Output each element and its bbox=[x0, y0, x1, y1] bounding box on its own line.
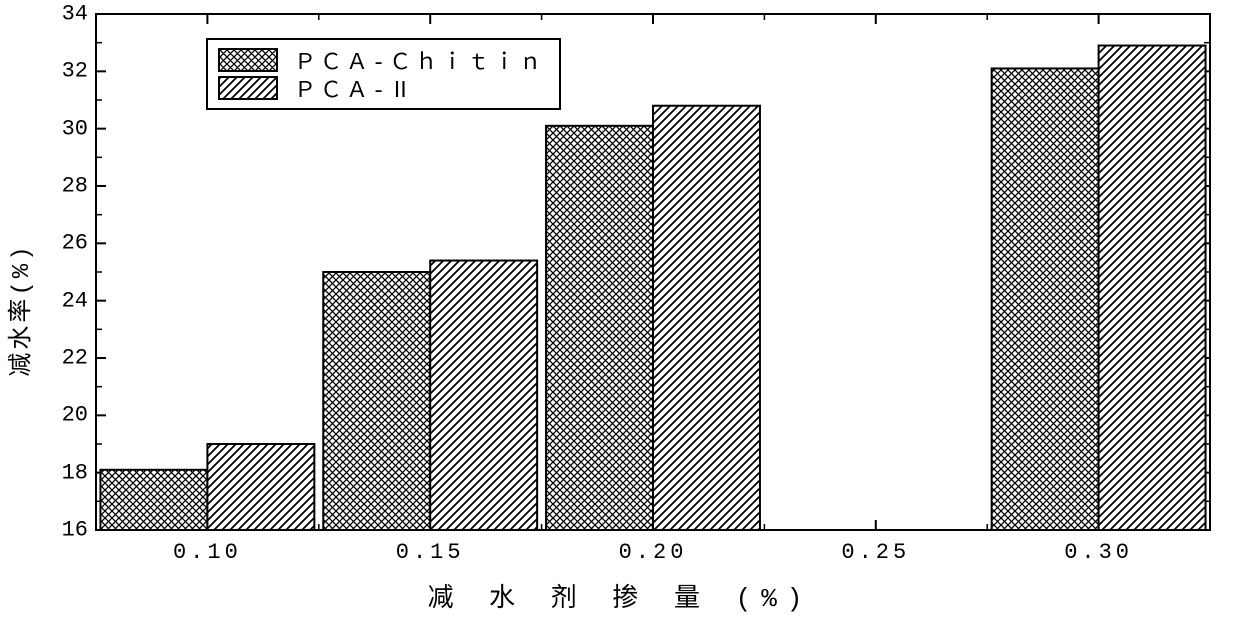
legend-item-pca-chitin: ＰＣＡ-Ｃｈｉｔｉｎ bbox=[218, 46, 545, 74]
legend-item-pca-ii: ＰＣＡ-Ⅱ bbox=[218, 74, 545, 102]
y-tick-label: 34 bbox=[62, 2, 88, 27]
x-tick-label: 0.25 bbox=[841, 540, 910, 565]
bar-pca- bbox=[1099, 46, 1206, 530]
y-tick-label: 30 bbox=[62, 116, 88, 141]
x-tick-label: 0.20 bbox=[619, 540, 688, 565]
legend-label: ＰＣＡ-Ⅱ bbox=[294, 72, 415, 104]
bar-pca- bbox=[430, 261, 537, 530]
figure: 减水率(%) 减 水 剂 掺 量 (%) 16 18 20 22 24 26 28 30 32 3… bbox=[0, 0, 1240, 620]
bar-pca-chitin bbox=[100, 470, 207, 530]
y-tick-label: 32 bbox=[62, 59, 88, 84]
chart-svg bbox=[0, 0, 1240, 620]
y-tick-label: 20 bbox=[62, 403, 88, 428]
x-tick-label: 0.15 bbox=[396, 540, 465, 565]
y-tick-label: 24 bbox=[62, 288, 88, 313]
legend-swatch-diagonal bbox=[218, 76, 278, 100]
y-tick-label: 22 bbox=[62, 346, 88, 371]
x-tick-label: 0.10 bbox=[173, 540, 242, 565]
bar-pca-chitin bbox=[323, 272, 430, 530]
legend-swatch-crosshatch bbox=[218, 48, 278, 72]
y-tick-label: 16 bbox=[62, 518, 88, 543]
legend: ＰＣＡ-Ｃｈｉｔｉｎ ＰＣＡ-Ⅱ bbox=[206, 38, 561, 110]
y-tick-label: 26 bbox=[62, 231, 88, 256]
y-axis-title: 减水率(%) bbox=[0, 243, 36, 376]
y-tick-label: 28 bbox=[62, 174, 88, 199]
bar-pca-chitin bbox=[992, 68, 1099, 530]
x-axis-title: 减 水 剂 掺 量 (%) bbox=[0, 577, 1240, 614]
bar-pca-chitin bbox=[546, 126, 653, 530]
bar-pca- bbox=[207, 444, 314, 530]
bar-pca- bbox=[653, 106, 760, 530]
y-tick-label: 18 bbox=[62, 460, 88, 485]
x-tick-label: 0.30 bbox=[1064, 540, 1133, 565]
